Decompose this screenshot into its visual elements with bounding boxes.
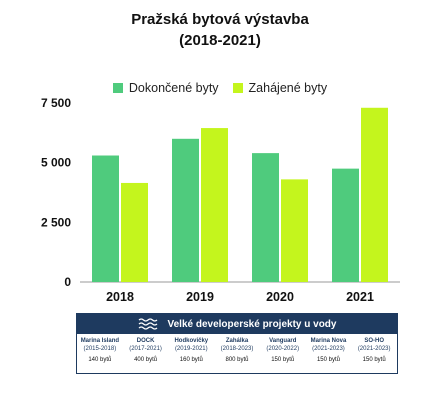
project-name: SO-HO: [364, 338, 384, 344]
project-years: (2021-2023): [357, 346, 391, 352]
chart-title: Pražská bytová výstavba (2018-2021): [0, 9, 440, 51]
bar-started: [281, 179, 308, 282]
project-years: (2021-2023): [312, 346, 345, 352]
project-years: (2020-2022): [266, 346, 300, 352]
project-years: (2015-2018): [83, 346, 117, 352]
project-name: Hodkovičky: [174, 338, 209, 344]
project-years: (2017-2021): [129, 346, 162, 352]
project-units: 150 bytů: [362, 357, 386, 363]
chart-title-line2: (2018-2021): [179, 32, 261, 49]
projects-list: Marina Island (2015-2018) 140 bytů DOCK (201…: [77, 334, 397, 364]
projects-panel: Velké developerské projekty u vody Marin…: [76, 313, 398, 374]
project-units: 400 bytů: [134, 357, 158, 363]
bar-started: [201, 128, 228, 282]
project-units: 150 bytů: [271, 357, 295, 363]
legend-item-started: Zahájené byty: [232, 81, 328, 95]
project-units: 150 bytů: [316, 357, 340, 363]
waves-icon: [138, 318, 157, 330]
projects-panel-header: Velké developerské projekty u vody: [77, 314, 397, 334]
project-item: Hodkovičky (2019-2021) 160 bytů: [168, 337, 214, 364]
legend-item-completed: Dokončené byty: [112, 81, 219, 95]
y-tick-label: 2 500: [41, 215, 71, 229]
project-item: Marina Nova (2021-2023) 150 bytů: [306, 337, 352, 364]
project-name: Marina Nova: [310, 338, 347, 344]
bar-started: [361, 107, 388, 282]
project-item: SO-HO (2021-2023) 150 bytů: [351, 337, 397, 364]
bar-started: [121, 182, 148, 282]
project-name: DOCK: [136, 338, 155, 344]
bar-completed: [172, 138, 199, 282]
legend-label-completed: Dokončené byty: [128, 81, 219, 95]
project-item: Zahálka (2018-2023) 800 bytů: [214, 337, 260, 364]
legend-swatch-started: [232, 83, 243, 93]
x-tick-label: 2021: [346, 290, 374, 304]
project-units: 160 bytů: [179, 357, 203, 363]
legend-label-started: Zahájené byty: [248, 81, 328, 95]
project-units: 800 bytů: [225, 357, 249, 363]
legend-swatch-completed: [112, 83, 123, 93]
bar-completed: [332, 168, 359, 282]
project-item: Marina Island (2015-2018) 140 bytů: [77, 337, 123, 364]
y-tick-label: 0: [64, 275, 71, 289]
project-years: (2019-2021): [174, 346, 208, 352]
projects-panel-title: Velké developerské projekty u vody: [167, 318, 337, 330]
x-tick-label: 2020: [266, 290, 294, 304]
project-name: Vanguard: [269, 338, 297, 344]
legend: Dokončené byty Zahájené byty: [0, 81, 440, 95]
x-tick-label: 2018: [106, 290, 134, 304]
bar-chart: 0 2 500 5 000 7 500 2018 2019 2020 2021: [41, 96, 400, 304]
y-tick-label: 5 000: [41, 156, 71, 170]
project-item: Vanguard (2020-2022) 150 bytů: [260, 337, 306, 364]
chart-title-line1: Pražská bytová výstavba: [131, 11, 309, 28]
y-tick-label: 7 500: [41, 96, 71, 110]
project-name: Marina Island: [80, 338, 120, 344]
bar-completed: [92, 155, 119, 282]
project-item: DOCK (2017-2021) 400 bytů: [123, 337, 169, 364]
x-tick-label: 2019: [186, 290, 214, 304]
project-name: Zahálka: [225, 338, 249, 344]
project-units: 140 bytů: [88, 357, 112, 363]
project-years: (2018-2023): [220, 346, 254, 352]
bar-completed: [252, 153, 279, 282]
